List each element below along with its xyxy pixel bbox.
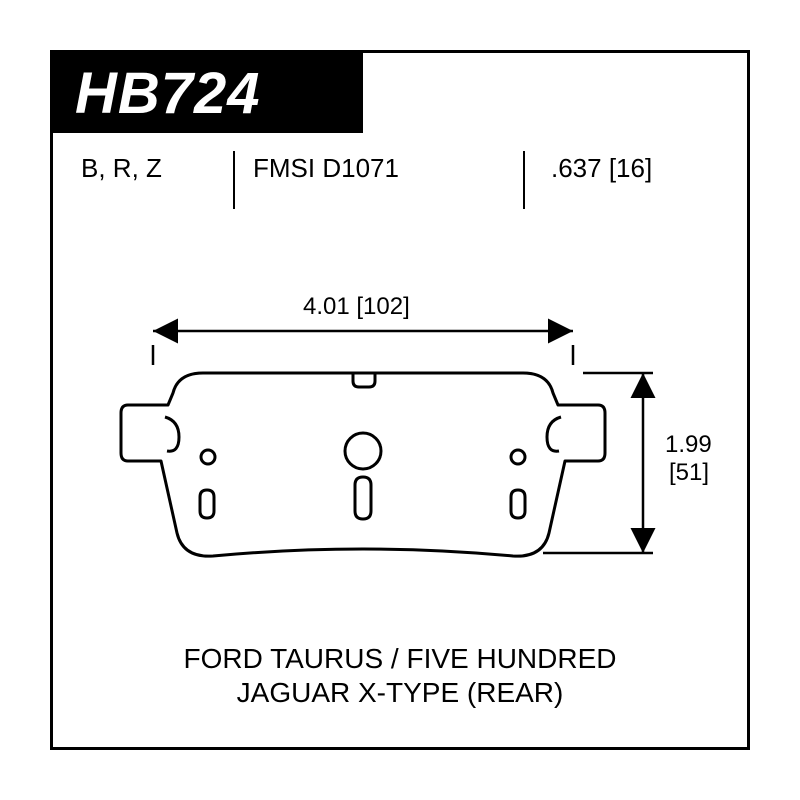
- spec-fmsi: FMSI D1071: [253, 149, 473, 209]
- diagram-area: 4.01 [102] 1.99 [51]: [53, 253, 747, 613]
- spec-codes: B, R, Z: [81, 149, 231, 209]
- spec-row: B, R, Z FMSI D1071 .637 [16]: [53, 149, 747, 209]
- application-line2: JAGUAR X-TYPE (REAR): [53, 677, 747, 709]
- title-bar: HB724: [53, 53, 363, 133]
- brake-pad-outline: [121, 373, 605, 556]
- part-number: HB724: [75, 60, 261, 127]
- diagram-frame: HB724 B, R, Z FMSI D1071 .637 [16] 4.01 …: [50, 50, 750, 750]
- application-line1: FORD TAURUS / FIVE HUNDRED: [53, 643, 747, 675]
- brake-pad-drawing: [53, 253, 753, 613]
- spec-thickness: .637 [16]: [551, 149, 721, 209]
